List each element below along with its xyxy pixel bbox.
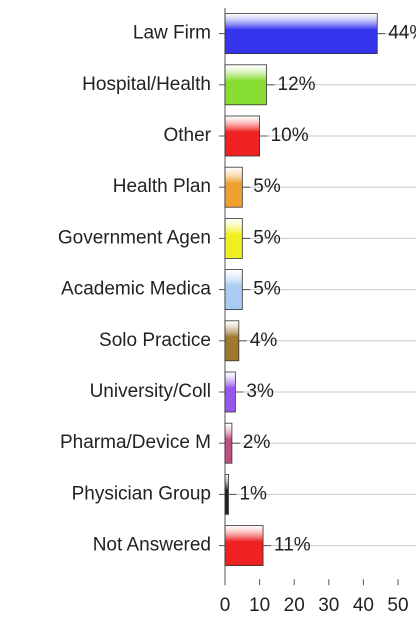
bar [224,422,233,464]
bar [224,217,243,259]
value-label: 1% [239,483,267,504]
x-tick-label: 0 [220,595,231,616]
bar [224,320,240,362]
x-tick-label: 20 [284,595,305,616]
y-tick-label: Pharma/Device M [60,432,211,453]
y-tick-label: Law Firm [133,23,211,44]
bar [224,269,243,311]
x-tick-label: 50 [387,595,408,616]
y-tick-label: Academic Medica [61,279,211,300]
value-label: 5% [253,227,281,248]
y-tick-label: University/Coll [90,381,211,402]
value-label: 5% [253,176,281,197]
y-tick-label: Health Plan [113,176,211,197]
value-label: 5% [253,279,281,300]
value-label: 4% [250,330,278,351]
value-label: 11% [274,535,311,556]
bar [224,166,243,208]
x-tick-label: 40 [353,595,374,616]
bar [224,371,236,413]
bar [224,115,260,157]
y-tick-label: Other [163,125,211,146]
bar [224,64,267,106]
y-tick-label: Physician Group [72,483,211,504]
value-label: 44% [388,23,416,44]
y-tick-label: Solo Practice [99,330,211,351]
x-tick-label: 30 [318,595,339,616]
bar [224,473,229,515]
bar [224,525,264,566]
y-tick-label: Not Answered [93,535,211,556]
value-label: 2% [243,432,271,453]
x-tick-label: 10 [249,595,270,616]
value-label: 3% [246,381,274,402]
y-tick-label: Hospital/Health [82,74,211,95]
value-label: 12% [278,74,316,95]
bar [224,13,378,55]
value-label: 10% [271,125,309,146]
y-tick-label: Government Agen [58,227,211,248]
